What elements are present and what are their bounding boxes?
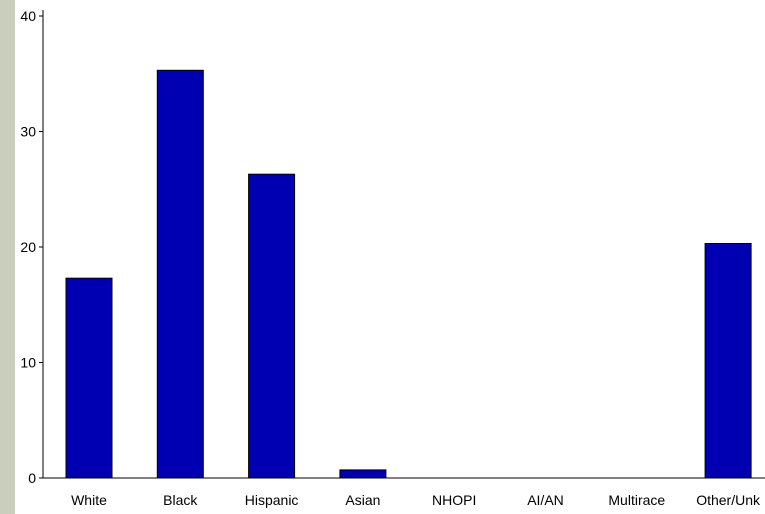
bar-other-unk bbox=[704, 243, 752, 479]
y-tick-label: 30 bbox=[20, 124, 36, 140]
bar-hispanic bbox=[248, 173, 296, 479]
bar-black bbox=[156, 69, 204, 479]
x-tick-label: White bbox=[71, 492, 107, 508]
y-tick-label: 20 bbox=[20, 239, 36, 255]
x-tick-label: Other/Unk bbox=[696, 492, 761, 508]
x-tick-label: Hispanic bbox=[245, 492, 299, 508]
x-tick-label: NHOPI bbox=[432, 492, 476, 508]
bar-asian bbox=[339, 469, 387, 479]
y-tick-label: 10 bbox=[20, 355, 36, 371]
x-tick-label: Multirace bbox=[608, 492, 665, 508]
bar-white bbox=[65, 277, 113, 479]
y-tick-label: 40 bbox=[20, 8, 36, 24]
bars bbox=[65, 69, 752, 479]
y-tick-label: 0 bbox=[28, 470, 36, 486]
left-decorative-strip bbox=[0, 0, 15, 514]
x-tick-label: AI/AN bbox=[527, 492, 564, 508]
y-axis: 0 10 20 30 40 bbox=[20, 8, 44, 486]
x-tick-label: Asian bbox=[345, 492, 380, 508]
x-axis: White Black Hispanic Asian NHOPI AI/AN Multira… bbox=[43, 477, 765, 508]
x-tick-label: Black bbox=[163, 492, 198, 508]
